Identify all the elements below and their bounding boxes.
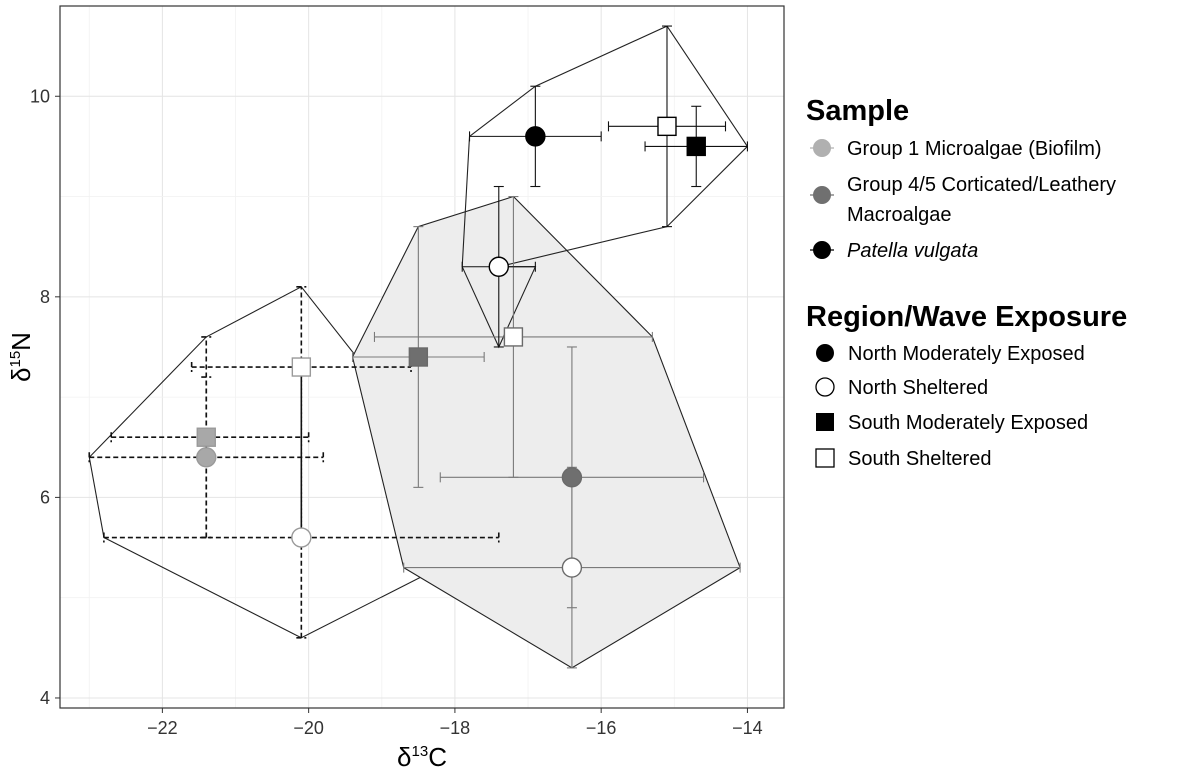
legend-label: North Moderately Exposed	[848, 343, 1085, 365]
x-tick-label: −22	[147, 718, 178, 738]
data-point-square	[291, 357, 312, 377]
axis-ticks: −22 −20 −18 −16 −14 4 6 8 10	[30, 86, 763, 738]
legend-key-square-filled	[816, 413, 834, 431]
legend-label-line2: Macroalgae	[847, 204, 952, 226]
y-tick-label: 8	[40, 287, 50, 307]
data-point-square	[686, 136, 706, 157]
legend-key-square-open	[815, 448, 835, 468]
legend-label: Patella vulgata	[847, 240, 978, 262]
x-tick-label: −20	[293, 718, 324, 738]
x-tick-label: −14	[732, 718, 763, 738]
data-point-square	[408, 347, 429, 367]
legend-key-point	[813, 139, 831, 157]
x-tick-label: −18	[440, 718, 471, 738]
legend-label: Group 1 Microalgae (Biofilm)	[847, 138, 1102, 160]
x-axis-label: δ13C	[397, 742, 447, 772]
axis-labels: δ13C δ15N	[6, 332, 447, 772]
hull-polygon	[351, 195, 741, 669]
data-point-square	[657, 116, 677, 137]
legend-label: North Sheltered	[848, 377, 988, 399]
y-tick-label: 10	[30, 86, 50, 106]
data-point-circle	[196, 447, 217, 468]
y-tick-label: 4	[40, 688, 50, 708]
data-point-circle	[291, 527, 312, 548]
x-tick-label: −16	[586, 718, 617, 738]
data-point-circle	[525, 126, 546, 147]
data-point-square	[196, 427, 216, 447]
legend-label: South Sheltered	[848, 448, 991, 470]
legend-key-point	[813, 186, 831, 204]
legend-label: South Moderately Exposed	[848, 412, 1088, 434]
data-point-circle	[561, 557, 583, 578]
legend: Sample Group 1 Microalgae (Biofilm) Group …	[806, 95, 1127, 470]
y-tick-label: 6	[40, 487, 50, 507]
data-points	[196, 116, 706, 578]
y-axis-label: δ15N	[6, 332, 36, 382]
legend-key-circle-open	[815, 377, 835, 397]
legend-title-region: Region/Wave Exposure	[806, 301, 1127, 333]
data-point-square	[503, 327, 524, 347]
legend-key-circle-filled	[816, 344, 834, 362]
hull-polygon	[461, 25, 749, 349]
legend-label: Group 4/5 Corticated/Leathery	[847, 174, 1116, 196]
legend-key-point	[813, 241, 831, 259]
data-point-circle	[488, 256, 509, 277]
data-point-circle	[561, 467, 583, 488]
legend-title-sample: Sample	[806, 95, 909, 127]
plot-panel-border	[59, 5, 785, 709]
